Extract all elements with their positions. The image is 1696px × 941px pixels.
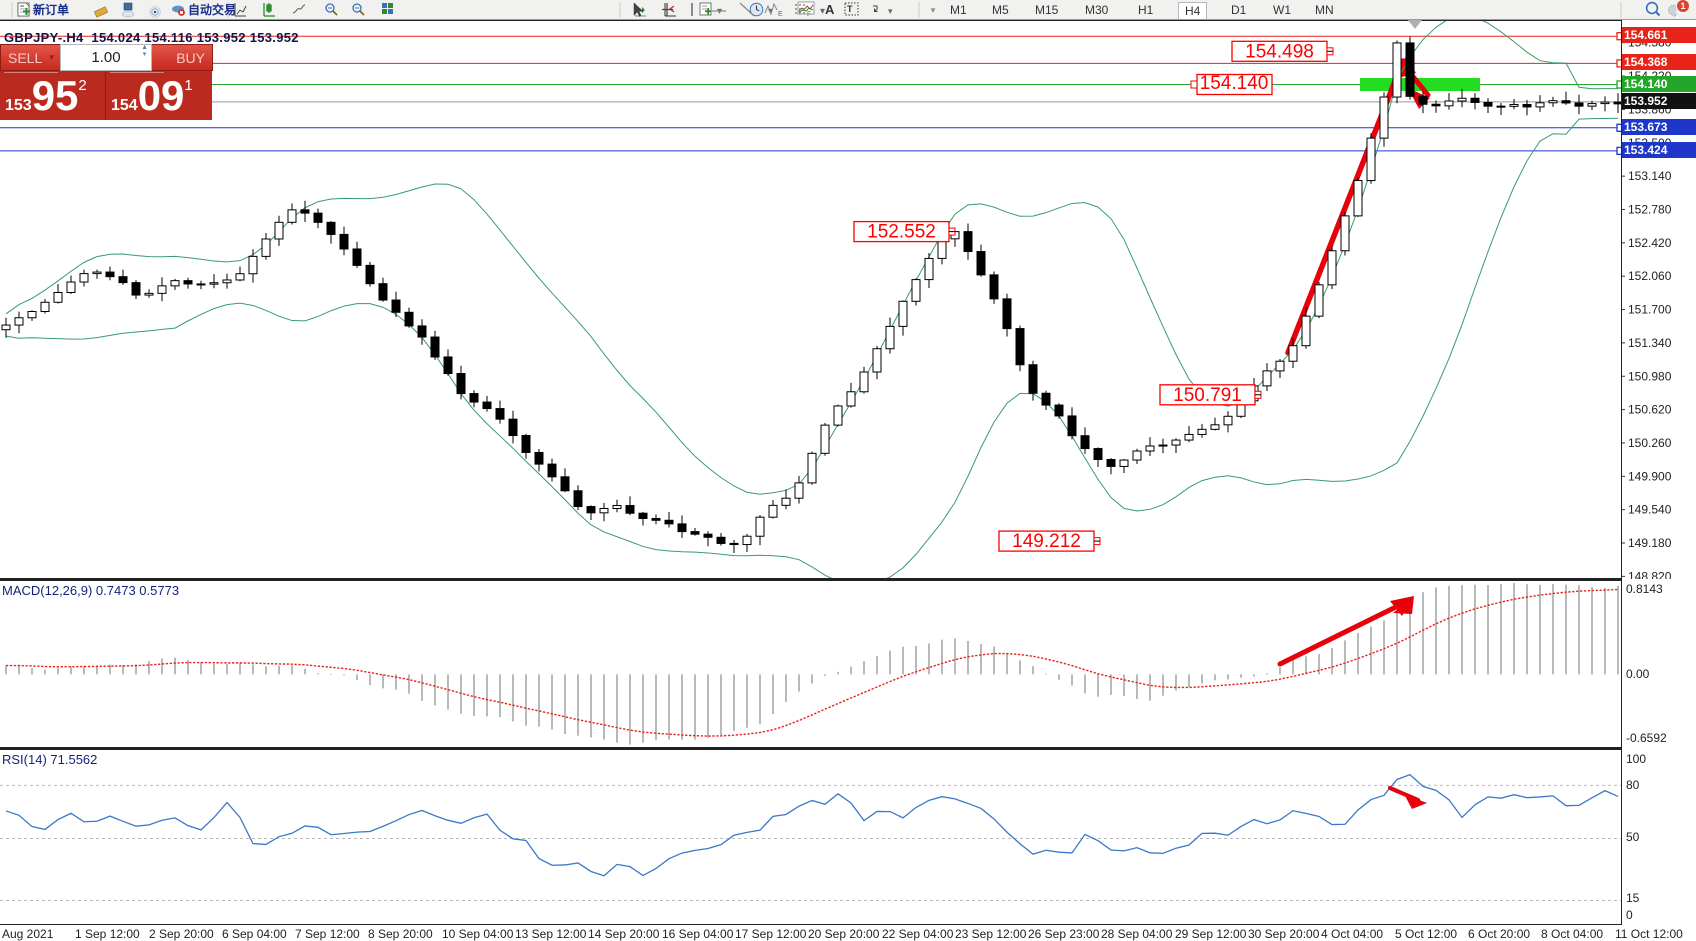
svg-text:150.620: 150.620 [1628, 403, 1672, 417]
svg-text:152.552: 152.552 [867, 222, 936, 243]
svg-text:新订单: 新订单 [33, 2, 69, 17]
svg-text:T: T [847, 4, 853, 14]
svg-text:150.260: 150.260 [1628, 436, 1672, 450]
svg-text:1: 1 [1680, 1, 1685, 11]
svg-text:151.700: 151.700 [1628, 303, 1672, 317]
svg-text:▾: ▾ [888, 6, 893, 16]
svg-text:152.420: 152.420 [1628, 236, 1672, 250]
svg-text:自动交易: 自动交易 [188, 2, 236, 17]
svg-text:149.540: 149.540 [1628, 503, 1672, 517]
svg-text:153.140: 153.140 [1628, 169, 1672, 183]
svg-text:150.791: 150.791 [1173, 385, 1242, 406]
svg-text:F: F [807, 11, 811, 18]
svg-text:154.140: 154.140 [1200, 73, 1269, 94]
svg-text:149.180: 149.180 [1628, 536, 1672, 550]
svg-text:151.340: 151.340 [1628, 336, 1672, 350]
svg-text:149.212: 149.212 [1012, 531, 1081, 552]
svg-text:152.060: 152.060 [1628, 269, 1672, 283]
svg-text:150.980: 150.980 [1628, 369, 1672, 383]
svg-text:A: A [825, 2, 835, 17]
svg-text:149.900: 149.900 [1628, 469, 1672, 483]
svg-text:148.820: 148.820 [1628, 569, 1672, 579]
svg-text:152.780: 152.780 [1628, 202, 1672, 216]
svg-text:E: E [778, 11, 783, 18]
svg-text:154.498: 154.498 [1245, 41, 1314, 62]
